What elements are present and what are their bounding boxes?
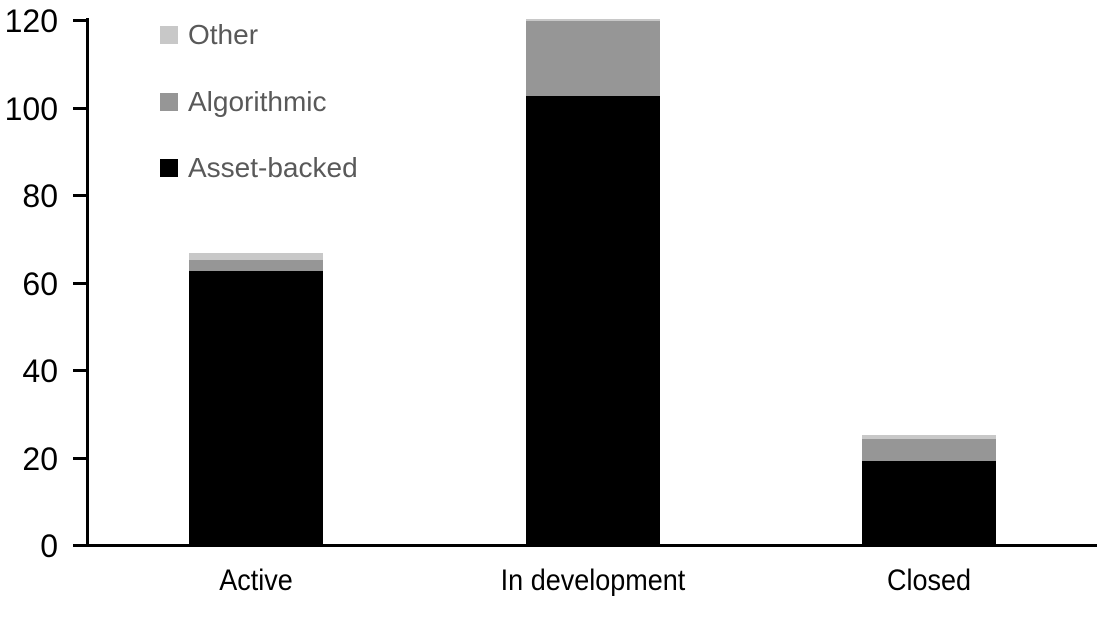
bar-segment-other — [861, 434, 996, 439]
bar-segment-algorithmic — [189, 259, 324, 271]
x-axis-line — [86, 544, 1097, 547]
y-axis-tick-label: 100 — [4, 90, 58, 127]
legend-swatch-asset-backed-icon — [160, 158, 178, 177]
y-axis-tick — [73, 456, 86, 460]
legend: Other Algorithmic Asset-backed — [160, 20, 460, 185]
legend-swatch-algorithmic-icon — [160, 92, 178, 111]
bar-segment-other — [189, 253, 324, 260]
legend-label-other: Other — [188, 18, 259, 50]
y-axis-tick — [73, 194, 86, 197]
bar-segment-asset-backed — [861, 460, 996, 544]
x-axis-category-label: Active — [219, 564, 293, 597]
y-axis-tick — [73, 19, 86, 22]
y-axis-tick-label: 80 — [22, 178, 58, 214]
bar-segment-other — [525, 19, 660, 22]
bar-segment-asset-backed — [189, 270, 324, 544]
legend-item-asset-backed: Asset-backed — [160, 153, 358, 181]
legend-swatch-other-icon — [160, 25, 178, 44]
y-axis-tick-label: 60 — [22, 265, 58, 302]
y-axis-tick-label: 0 — [40, 528, 58, 564]
legend-item-algorithmic: Algorithmic — [160, 87, 326, 115]
x-axis-category-label: Closed — [886, 564, 971, 597]
y-axis-tick — [73, 544, 86, 547]
legend-label-algorithmic: Algorithmic — [188, 85, 327, 117]
y-axis-tick — [73, 369, 86, 372]
y-axis-line — [86, 18, 89, 547]
bar-segment-algorithmic — [861, 439, 996, 461]
y-axis-tick-label: 40 — [22, 353, 58, 389]
y-axis-tick — [73, 106, 86, 110]
y-axis-tick-label: 120 — [4, 3, 58, 39]
y-axis-tick-label: 20 — [22, 440, 58, 477]
legend-item-other: Other — [160, 20, 258, 48]
bar-segment-asset-backed — [525, 95, 660, 544]
x-axis-category-label: In development — [500, 564, 685, 597]
y-axis-tick — [73, 281, 86, 285]
bar-segment-algorithmic — [525, 21, 660, 96]
legend-label-asset-backed: Asset-backed — [188, 151, 358, 183]
